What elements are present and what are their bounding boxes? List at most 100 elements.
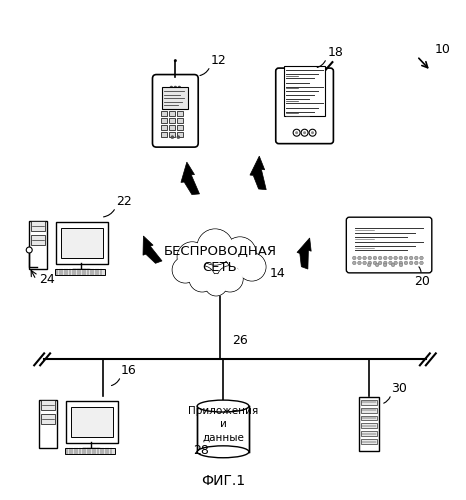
Circle shape — [357, 256, 361, 260]
FancyBboxPatch shape — [61, 228, 103, 258]
Circle shape — [177, 136, 180, 138]
Polygon shape — [297, 238, 311, 269]
Circle shape — [352, 256, 356, 260]
Circle shape — [172, 257, 198, 283]
Circle shape — [171, 136, 174, 138]
Circle shape — [178, 90, 181, 93]
Circle shape — [352, 261, 356, 264]
FancyBboxPatch shape — [55, 269, 105, 275]
Polygon shape — [181, 162, 199, 194]
Circle shape — [224, 237, 256, 269]
FancyBboxPatch shape — [361, 408, 377, 412]
FancyBboxPatch shape — [161, 118, 167, 124]
FancyBboxPatch shape — [161, 125, 167, 130]
Circle shape — [404, 261, 408, 264]
Circle shape — [206, 274, 226, 295]
Circle shape — [225, 238, 255, 268]
Circle shape — [217, 266, 243, 291]
Circle shape — [173, 258, 198, 282]
Ellipse shape — [197, 400, 249, 412]
FancyBboxPatch shape — [169, 112, 175, 116]
FancyBboxPatch shape — [361, 432, 377, 436]
Text: 18: 18 — [328, 46, 343, 59]
FancyBboxPatch shape — [56, 222, 108, 264]
FancyBboxPatch shape — [152, 74, 198, 147]
Circle shape — [415, 256, 418, 260]
Circle shape — [197, 229, 233, 265]
Circle shape — [218, 266, 242, 291]
FancyBboxPatch shape — [361, 400, 377, 404]
FancyBboxPatch shape — [31, 235, 45, 245]
Circle shape — [357, 261, 361, 264]
Circle shape — [404, 256, 408, 260]
FancyBboxPatch shape — [65, 448, 115, 454]
Circle shape — [303, 131, 306, 134]
Circle shape — [190, 266, 214, 291]
FancyBboxPatch shape — [178, 125, 183, 130]
FancyBboxPatch shape — [161, 112, 167, 116]
Circle shape — [363, 261, 366, 264]
Ellipse shape — [197, 446, 249, 458]
FancyBboxPatch shape — [276, 68, 333, 144]
FancyBboxPatch shape — [161, 132, 167, 137]
Circle shape — [420, 256, 423, 260]
Circle shape — [389, 261, 392, 264]
FancyBboxPatch shape — [31, 221, 45, 231]
FancyBboxPatch shape — [169, 125, 175, 130]
Circle shape — [389, 256, 392, 260]
Circle shape — [368, 256, 371, 260]
Circle shape — [309, 129, 316, 136]
Text: 26: 26 — [232, 334, 248, 347]
Circle shape — [375, 263, 379, 266]
FancyBboxPatch shape — [29, 221, 47, 269]
FancyBboxPatch shape — [361, 416, 377, 420]
FancyBboxPatch shape — [284, 66, 325, 116]
Circle shape — [399, 256, 403, 260]
Circle shape — [394, 256, 397, 260]
FancyBboxPatch shape — [178, 132, 183, 137]
FancyBboxPatch shape — [346, 217, 432, 273]
Circle shape — [178, 243, 206, 271]
Polygon shape — [250, 156, 266, 190]
Circle shape — [378, 261, 382, 264]
FancyBboxPatch shape — [66, 401, 118, 443]
Circle shape — [420, 261, 423, 264]
Circle shape — [391, 263, 395, 266]
FancyBboxPatch shape — [178, 118, 183, 124]
Circle shape — [367, 263, 371, 266]
Circle shape — [295, 131, 298, 134]
Circle shape — [189, 266, 215, 291]
FancyBboxPatch shape — [361, 440, 377, 444]
FancyBboxPatch shape — [169, 118, 175, 124]
FancyBboxPatch shape — [71, 407, 113, 437]
FancyBboxPatch shape — [41, 414, 55, 424]
Circle shape — [384, 263, 387, 266]
Circle shape — [311, 131, 314, 134]
Text: 12: 12 — [211, 54, 227, 67]
Circle shape — [415, 261, 418, 264]
Polygon shape — [143, 236, 162, 264]
Circle shape — [373, 256, 377, 260]
Text: 30: 30 — [391, 382, 407, 395]
Text: 16: 16 — [121, 364, 137, 378]
Circle shape — [238, 253, 266, 281]
Text: 14: 14 — [270, 267, 286, 280]
FancyBboxPatch shape — [361, 424, 377, 428]
Text: Приложения
и
данные: Приложения и данные — [188, 406, 258, 442]
Text: 22: 22 — [116, 196, 131, 208]
Circle shape — [178, 86, 181, 89]
Circle shape — [178, 242, 207, 272]
Circle shape — [170, 86, 173, 89]
Circle shape — [363, 256, 366, 260]
Circle shape — [368, 261, 371, 264]
Circle shape — [174, 90, 177, 93]
Text: ФИГ.1: ФИГ.1 — [201, 474, 245, 488]
Circle shape — [409, 261, 413, 264]
Circle shape — [384, 256, 387, 260]
Text: 10: 10 — [435, 43, 451, 56]
Text: БЕСПРОВОДНАЯ
СЕТЬ: БЕСПРОВОДНАЯ СЕТЬ — [164, 246, 277, 274]
Text: 28: 28 — [193, 444, 209, 457]
Circle shape — [301, 129, 308, 136]
Circle shape — [198, 230, 232, 264]
Polygon shape — [197, 406, 249, 452]
